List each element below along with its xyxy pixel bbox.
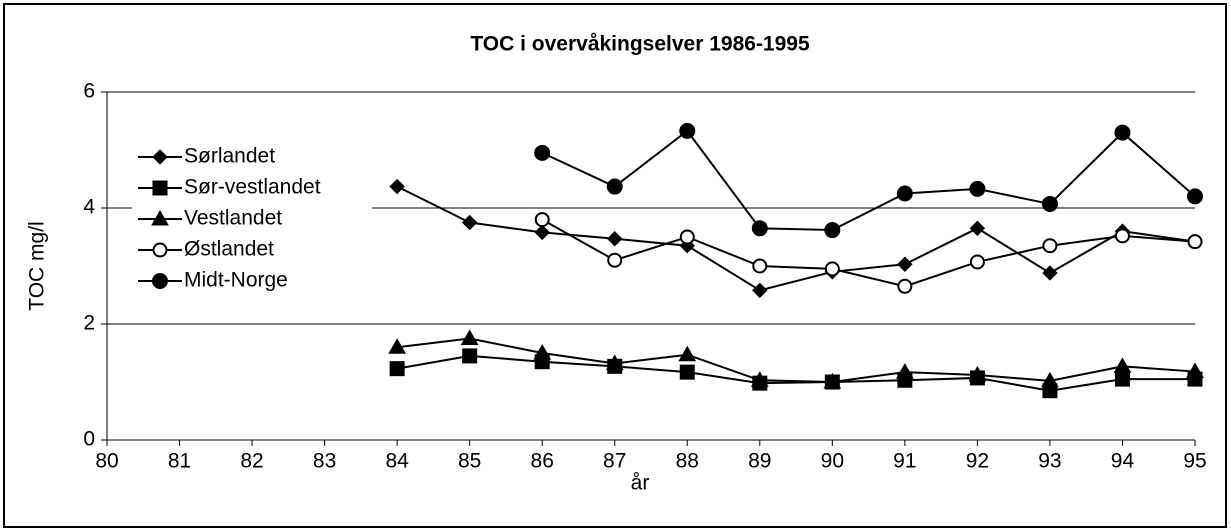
y-tick-label: 2	[83, 312, 95, 335]
marker	[969, 220, 986, 237]
marker	[534, 144, 551, 161]
marker	[151, 209, 169, 226]
x-tick-label: 82	[240, 450, 263, 473]
marker	[389, 178, 405, 195]
marker	[679, 364, 695, 380]
x-tick-label: 80	[95, 450, 118, 473]
marker	[1114, 124, 1131, 141]
x-tick-label: 95	[1183, 450, 1206, 473]
series-line	[397, 337, 1196, 384]
marker	[152, 180, 168, 196]
marker	[752, 282, 768, 299]
marker	[461, 214, 478, 231]
marker	[388, 338, 406, 354]
marker	[678, 345, 697, 362]
marker	[896, 363, 914, 379]
marker	[1187, 188, 1203, 205]
marker	[969, 254, 985, 270]
legend-label: Vestlandet	[184, 207, 282, 230]
series-line	[541, 218, 1196, 288]
marker	[679, 229, 695, 245]
series-line	[541, 129, 1196, 232]
marker	[152, 242, 168, 258]
marker	[606, 178, 623, 195]
x-tick-label: 87	[603, 450, 626, 473]
marker	[1113, 357, 1132, 373]
y-axis-label: TOC mg/l	[26, 221, 49, 310]
legend-label: Midt-Norge	[184, 269, 288, 292]
x-tick-label: 89	[748, 450, 771, 473]
marker	[1041, 195, 1058, 212]
series-line	[396, 185, 1196, 292]
marker	[1187, 234, 1203, 250]
x-tick-label: 81	[168, 450, 191, 473]
marker	[750, 371, 769, 387]
marker	[460, 329, 479, 345]
marker	[389, 361, 405, 377]
y-tick-label: 6	[83, 80, 95, 103]
x-tick-label: 91	[893, 450, 916, 473]
marker	[534, 212, 550, 228]
y-tick-label: 4	[83, 196, 95, 219]
marker	[824, 261, 840, 277]
y-tick-label: 0	[83, 428, 95, 451]
x-tick-label: 88	[676, 450, 699, 473]
marker	[897, 256, 913, 272]
marker	[897, 278, 913, 294]
marker	[152, 273, 168, 289]
x-tick-label: 94	[1111, 450, 1135, 473]
marker	[969, 180, 986, 197]
marker	[533, 343, 552, 360]
marker	[1042, 265, 1058, 281]
x-tick-label: 84	[385, 450, 409, 473]
x-tick-label: 85	[458, 450, 481, 473]
marker	[1041, 371, 1059, 388]
marker	[968, 366, 987, 382]
marker	[896, 185, 913, 202]
marker	[1186, 362, 1204, 379]
marker	[1042, 238, 1058, 254]
x-tick-label: 93	[1038, 450, 1061, 473]
x-tick-label: 92	[966, 450, 989, 473]
marker	[751, 220, 768, 237]
legend-label: Østlandet	[184, 238, 274, 261]
chart-title: TOC i overvåkingselver 1986-1995	[470, 33, 810, 56]
marker	[679, 122, 696, 139]
marker	[824, 222, 841, 239]
x-tick-label: 90	[821, 450, 844, 473]
x-tick-label: 86	[531, 450, 554, 473]
series-line	[396, 354, 1195, 392]
marker	[462, 348, 478, 364]
marker	[1114, 371, 1130, 387]
marker	[823, 372, 842, 389]
marker	[1114, 228, 1130, 244]
marker	[605, 354, 624, 370]
legend-label: Sørlandet	[184, 145, 275, 168]
x-axis-label: år	[631, 472, 650, 495]
x-tick-label: 83	[313, 450, 336, 473]
marker	[534, 224, 550, 241]
legend-label: Sør-vestlandet	[184, 176, 321, 199]
marker	[607, 231, 623, 247]
marker	[607, 252, 623, 268]
marker	[152, 149, 168, 165]
marker	[752, 258, 768, 274]
